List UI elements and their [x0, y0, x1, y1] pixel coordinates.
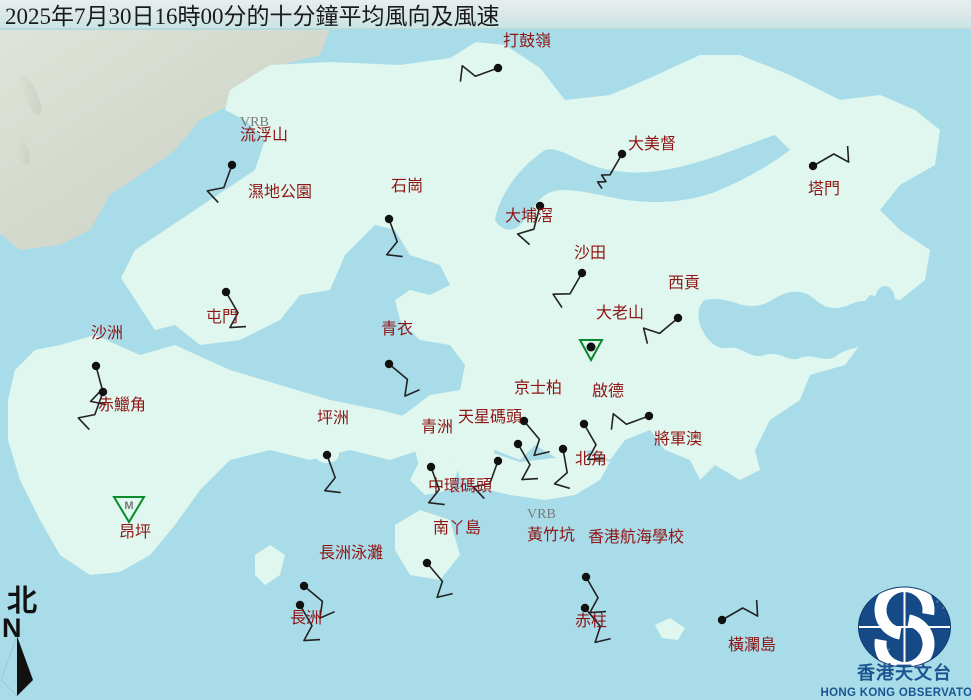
svg-text:赤鱲角: 赤鱲角	[98, 396, 146, 414]
svg-text:濕地公園: 濕地公園	[248, 183, 312, 201]
svg-text:M: M	[124, 500, 133, 512]
svg-text:沙洲: 沙洲	[91, 325, 123, 342]
svg-text:赤柱: 赤柱	[575, 612, 607, 630]
svg-text:黃竹坑: 黃竹坑	[527, 526, 575, 544]
svg-text:長洲泳灘: 長洲泳灘	[319, 544, 383, 562]
svg-text:打鼓嶺: 打鼓嶺	[503, 32, 551, 50]
svg-text:青衣: 青衣	[381, 320, 413, 338]
svg-text:天星碼頭: 天星碼頭	[458, 408, 522, 426]
svg-text:將軍澳: 將軍澳	[654, 430, 702, 448]
svg-text:沙田: 沙田	[574, 245, 606, 262]
svg-text:啟德: 啟德	[592, 382, 624, 400]
svg-text:坪洲: 坪洲	[317, 409, 349, 427]
svg-text:香港航海學校: 香港航海學校	[588, 528, 684, 546]
svg-text:塔門: 塔門	[808, 180, 840, 198]
svg-text:橫瀾島: 橫瀾島	[728, 636, 776, 654]
svg-text:N: N	[2, 613, 22, 643]
svg-text:大埔滘: 大埔滘	[505, 207, 553, 225]
svg-text:南丫島: 南丫島	[433, 519, 481, 537]
svg-text:昂坪: 昂坪	[119, 523, 151, 541]
svg-text:北角: 北角	[575, 450, 607, 468]
svg-text:大老山: 大老山	[596, 304, 644, 322]
svg-text:青洲: 青洲	[421, 418, 453, 436]
svg-text:西貢: 西貢	[668, 275, 700, 292]
svg-text:HONG KONG OBSERVATORY: HONG KONG OBSERVATORY	[821, 687, 971, 699]
svg-text:屯門: 屯門	[206, 308, 238, 326]
svg-text:石崗: 石崗	[391, 177, 423, 195]
svg-text:香港天文台: 香港天文台	[856, 662, 952, 683]
svg-text:流浮山: 流浮山	[240, 126, 288, 144]
svg-text:京士柏: 京士柏	[514, 379, 562, 397]
svg-text:長洲: 長洲	[290, 609, 322, 627]
svg-text:VRB: VRB	[527, 507, 556, 522]
svg-text:大美督: 大美督	[628, 135, 676, 153]
